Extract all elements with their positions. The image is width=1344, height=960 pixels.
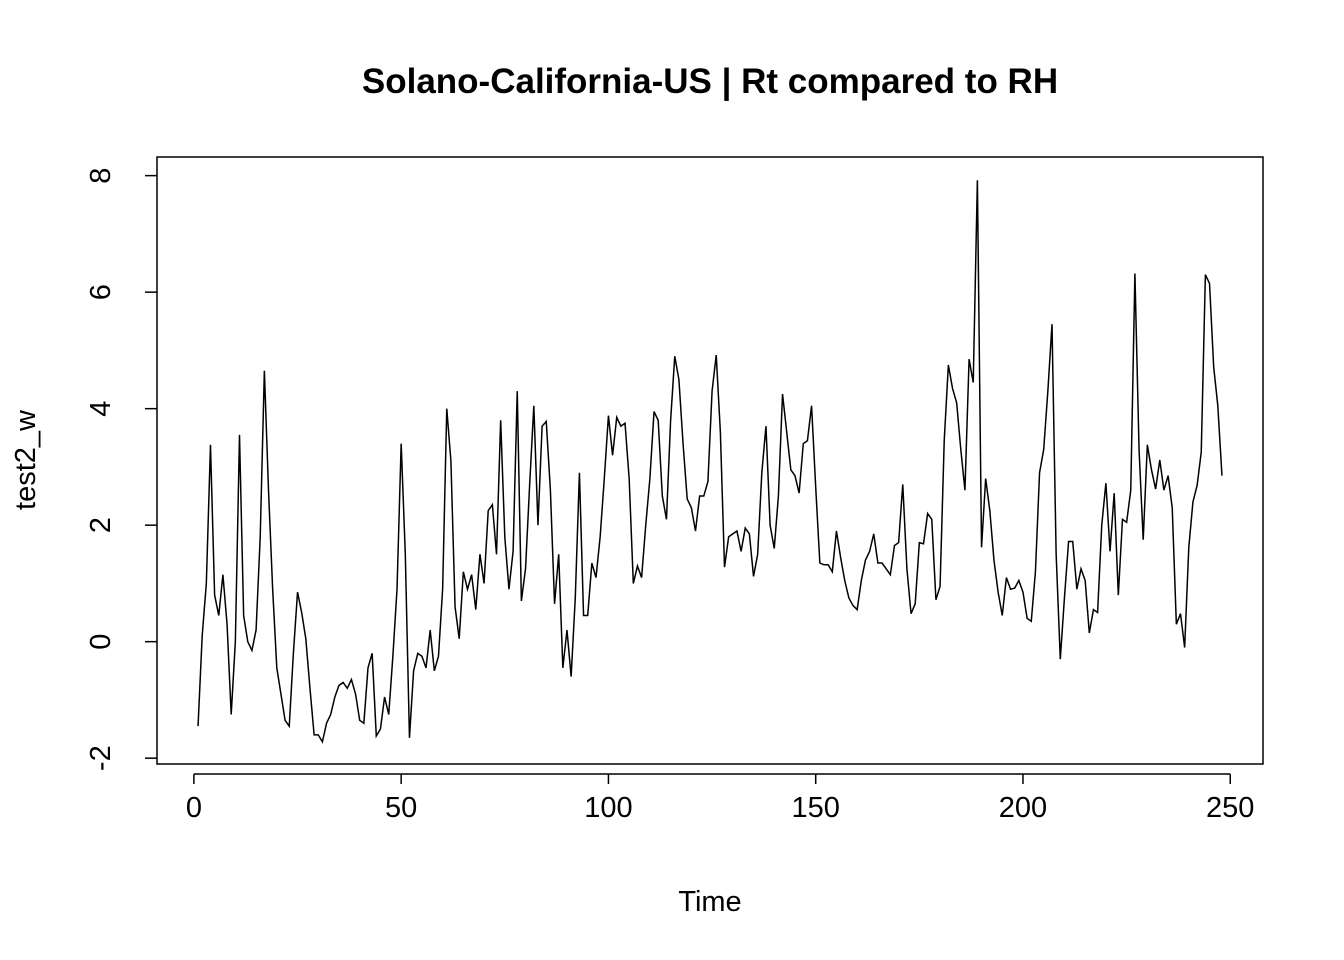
- x-tick-label: 200: [999, 792, 1047, 824]
- x-tick-label: 150: [792, 792, 840, 824]
- chart-title: Solano-California-US | Rt compared to RH: [362, 62, 1058, 101]
- y-tick-label: 8: [85, 168, 117, 184]
- x-axis: 0 50 100 150 200 250: [186, 773, 1254, 824]
- y-tick-label: 2: [85, 517, 117, 533]
- y-axis-label: test2_w: [10, 409, 42, 510]
- x-tick-label: 100: [584, 792, 632, 824]
- y-tick-label: 0: [85, 634, 117, 650]
- plot-frame: [156, 156, 1264, 765]
- series-layer: [197, 180, 1223, 744]
- y-tick-label: 4: [85, 401, 117, 417]
- y-tick-label: -2: [85, 745, 117, 771]
- x-tick-label: 250: [1206, 792, 1254, 824]
- x-axis-label: Time: [678, 886, 741, 918]
- series-line: [197, 180, 1223, 744]
- y-tick-label: 6: [85, 284, 117, 300]
- y-axis: -2 0 2 4 6 8: [85, 168, 157, 771]
- x-tick-label: 0: [186, 792, 202, 824]
- x-tick-label: 50: [385, 792, 417, 824]
